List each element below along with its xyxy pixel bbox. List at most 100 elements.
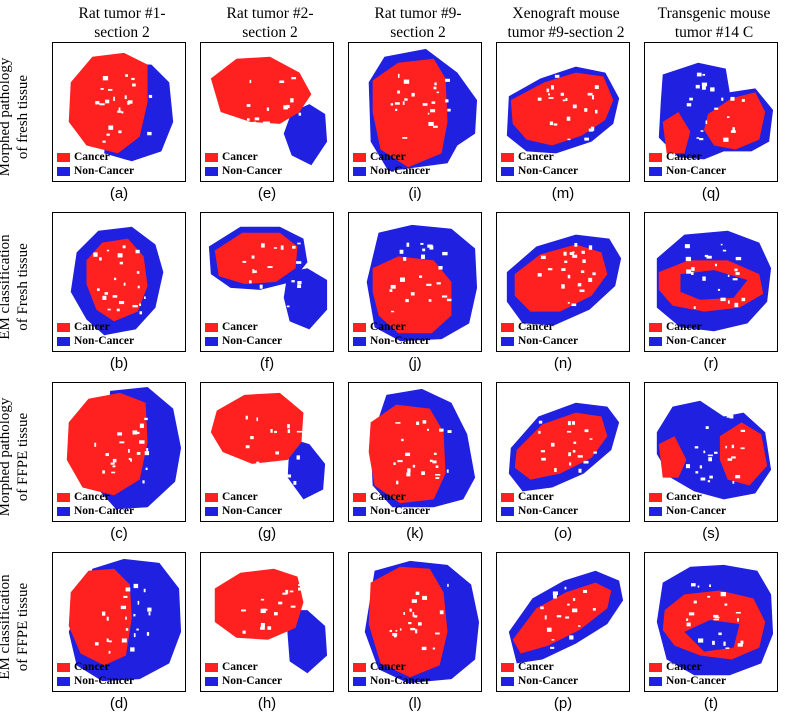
- speckle: [571, 421, 576, 425]
- legend-noncancer-label: Non-Cancer: [666, 504, 727, 517]
- speckle: [435, 474, 441, 476]
- speckle: [566, 116, 571, 121]
- speckle: [579, 289, 585, 293]
- speckle: [291, 280, 295, 283]
- speckle: [133, 613, 136, 617]
- legend-noncancer-label: Non-Cancer: [370, 164, 431, 177]
- noncancer-swatch: [57, 676, 70, 686]
- legend: Cancer Non-Cancer: [57, 151, 134, 178]
- speckle: [699, 465, 703, 469]
- speckle: [147, 607, 152, 612]
- cancer-swatch: [205, 323, 218, 333]
- noncancer-swatch: [353, 506, 366, 516]
- speckle: [696, 72, 702, 77]
- speckle: [582, 259, 586, 263]
- speckle: [265, 133, 268, 136]
- speckle: [411, 599, 417, 603]
- tissue-map: [366, 224, 478, 342]
- speckle: [395, 108, 398, 112]
- noncancer-swatch: [57, 166, 70, 176]
- legend-noncancer: Non-Cancer: [649, 165, 726, 179]
- speckle: [267, 647, 270, 649]
- tissue-map: [656, 230, 772, 332]
- speckle: [712, 640, 715, 645]
- speckle: [245, 445, 250, 449]
- speckle: [274, 637, 278, 642]
- panel-row3-col5: Cancer Non-Cancer: [644, 382, 778, 522]
- speckle: [259, 284, 263, 289]
- speckle: [546, 88, 550, 93]
- legend-cancer: Cancer: [57, 491, 134, 505]
- legend-noncancer: Non-Cancer: [501, 675, 578, 689]
- legend-cancer: Cancer: [649, 321, 726, 335]
- speckle: [411, 92, 415, 97]
- legend-noncancer: Non-Cancer: [57, 505, 134, 519]
- speckle: [581, 250, 585, 254]
- cancer-swatch: [501, 493, 514, 503]
- speckle: [396, 480, 399, 485]
- speckle: [252, 270, 257, 273]
- panel-row4-col3: Cancer Non-Cancer: [348, 552, 482, 692]
- speckle: [125, 74, 128, 77]
- legend-cancer-label: Cancer: [222, 321, 258, 333]
- speckle: [688, 612, 695, 616]
- speckle: [720, 243, 723, 246]
- speckle: [727, 300, 730, 304]
- speckle: [242, 260, 247, 263]
- speckle: [547, 268, 553, 271]
- speckle: [137, 285, 140, 289]
- speckle: [298, 584, 304, 586]
- speckle: [428, 299, 432, 302]
- legend-noncancer: Non-Cancer: [205, 335, 282, 349]
- speckle: [724, 603, 728, 606]
- speckle: [271, 461, 274, 464]
- tissue-map: [508, 402, 620, 492]
- speckle: [412, 464, 416, 468]
- speckle: [273, 307, 277, 311]
- panel-row4-col2: Cancer Non-Cancer: [200, 552, 334, 692]
- speckle: [105, 99, 110, 104]
- legend: Cancer Non-Cancer: [57, 321, 134, 348]
- speckle: [732, 278, 738, 281]
- speckle: [548, 97, 554, 99]
- speckle: [740, 429, 746, 432]
- speckle: [562, 99, 566, 102]
- tissue-map: [658, 62, 774, 160]
- panel-row3-col1: Cancer Non-Cancer: [52, 382, 186, 522]
- speckle: [565, 98, 568, 101]
- speckle: [722, 249, 727, 252]
- speckle: [136, 628, 139, 631]
- speckle: [278, 601, 283, 605]
- speckle: [713, 618, 719, 621]
- speckle: [572, 254, 578, 258]
- speckle: [130, 647, 135, 652]
- speckle: [551, 639, 555, 641]
- panel-row3-col4: Cancer Non-Cancer: [496, 382, 630, 522]
- legend-cancer-label: Cancer: [518, 151, 554, 163]
- legend-cancer: Cancer: [501, 321, 578, 335]
- speckle: [684, 244, 690, 249]
- speckle: [97, 288, 100, 292]
- speckle: [550, 442, 555, 447]
- speckle: [403, 79, 410, 84]
- speckle: [737, 618, 739, 622]
- noncancer-swatch: [501, 166, 514, 176]
- speckle: [280, 245, 284, 250]
- panel-row2-col3: Cancer Non-Cancer: [348, 212, 482, 352]
- speckle: [700, 130, 704, 132]
- speckle: [568, 452, 571, 457]
- speckle: [112, 465, 116, 468]
- legend-cancer-label: Cancer: [518, 321, 554, 333]
- panel-row1-col5: Cancer Non-Cancer: [644, 42, 778, 182]
- speckle: [137, 600, 140, 605]
- speckle: [389, 629, 393, 633]
- speckle: [697, 585, 700, 588]
- legend-noncancer-label: Non-Cancer: [74, 334, 135, 347]
- speckle: [297, 284, 302, 289]
- speckle: [577, 625, 581, 627]
- noncancer-swatch: [353, 336, 366, 346]
- tissue-map: [210, 56, 328, 166]
- speckle: [125, 616, 127, 620]
- speckle: [285, 474, 292, 478]
- speckle: [273, 124, 276, 127]
